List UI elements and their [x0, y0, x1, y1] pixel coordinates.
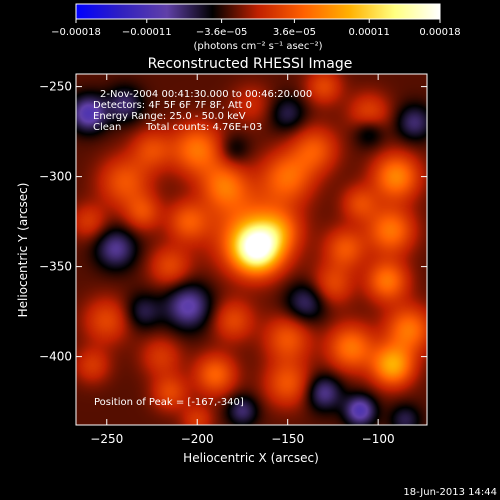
colorbar-ticks: −0.00018 −0.00011 −3.6e−05 3.6e−05 0.00011 0.…	[51, 19, 461, 38]
x-axis-tick-label: −100	[362, 432, 395, 446]
total-counts-text: Total counts: 4.76E+03	[145, 122, 262, 133]
colorbar-tick-label: −3.6e−05	[196, 27, 248, 38]
colorbar-tick-label: 0.00011	[349, 27, 390, 38]
image-container	[76, 74, 427, 425]
y-axis-tick-label: −400	[39, 350, 72, 364]
time-range-text: 2-Nov-2004 00:41:30.000 to 00:46:20.000	[100, 89, 312, 100]
x-axis-tick-label: −200	[181, 432, 214, 446]
y-axis-label: Heliocentric Y (arcsec)	[16, 183, 30, 318]
energy-range-text: Energy Range: 25.0 - 50.0 keV	[93, 111, 246, 122]
y-axis-tick-label: −250	[39, 80, 72, 94]
y-axis-tick-label: −350	[39, 260, 72, 274]
y-axis-tick-label: −300	[39, 170, 72, 184]
plot-frame	[75, 73, 428, 426]
date-stamp: 18-Jun-2013 14:44	[403, 487, 497, 498]
x-axis-tick-label: −250	[90, 432, 123, 446]
x-axis-tick-label: −150	[271, 432, 304, 446]
peak-position-text: Position of Peak = [-167,-340]	[94, 397, 244, 408]
x-axis: −250 −200 −150 −100	[90, 74, 395, 446]
rhessi-image	[76, 74, 427, 425]
colorbar-tick-label: −0.00011	[122, 27, 172, 38]
colorbar-fill	[76, 4, 440, 19]
colorbar-tick-label: 0.00018	[419, 27, 460, 38]
x-axis-label: Heliocentric X (arcsec)	[183, 451, 319, 465]
chart-title: Reconstructed RHESSI Image	[148, 56, 353, 72]
detectors-text: Detectors: 4F 5F 6F 7F 8F, Att 0	[93, 100, 252, 111]
colorbar-tick-label: −0.00018	[51, 27, 101, 38]
image-annotations: 2-Nov-2004 00:41:30.000 to 00:46:20.000 …	[93, 89, 312, 408]
colorbar-unit-label: (photons cm⁻² s⁻¹ asec⁻²)	[193, 41, 322, 52]
method-text: Clean	[93, 122, 121, 133]
colorbar-frame	[75, 3, 441, 20]
colorbar: −0.00018 −0.00011 −3.6e−05 3.6e−05 0.00011 0.…	[51, 3, 461, 52]
colorbar-tick-label: 3.6e−05	[273, 27, 316, 38]
y-axis: −250 −300 −350 −400	[39, 80, 427, 364]
